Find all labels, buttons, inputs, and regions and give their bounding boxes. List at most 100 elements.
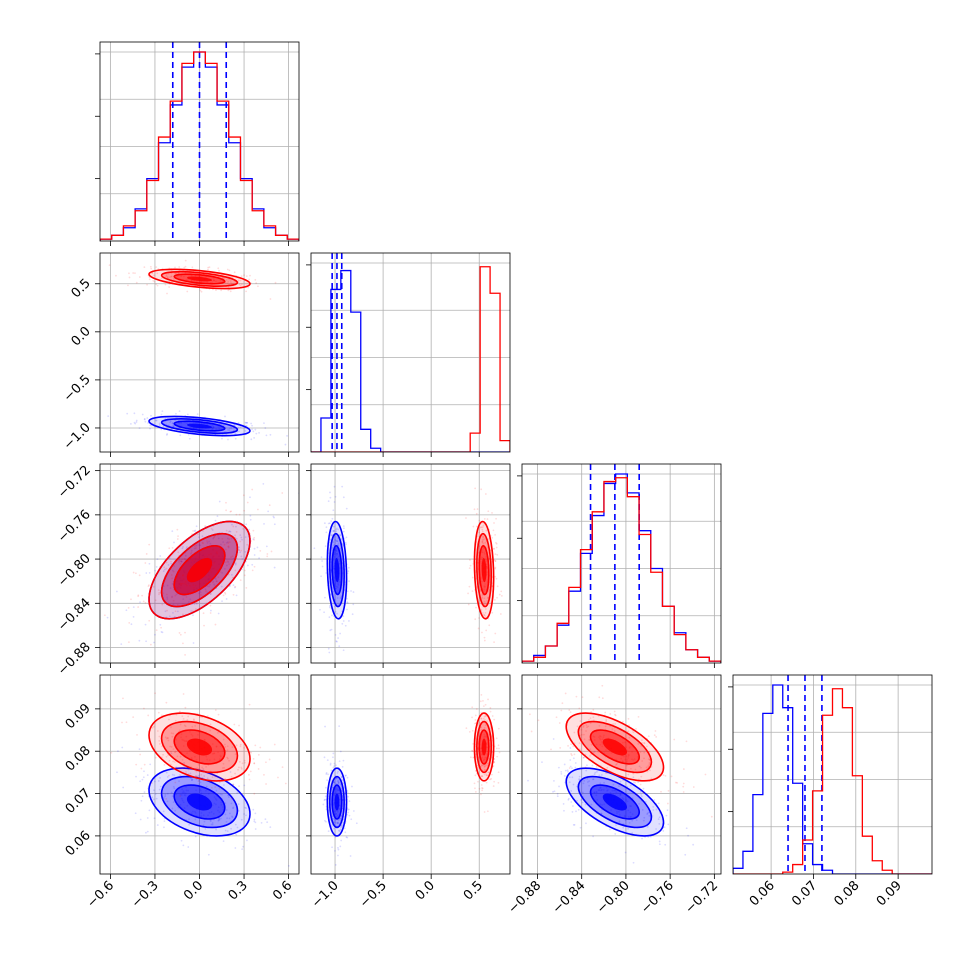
scatter-point (555, 716, 558, 719)
scatter-point (333, 543, 336, 546)
scatter-point (474, 618, 477, 621)
scatter-point (481, 541, 484, 544)
scatter-point (170, 560, 172, 563)
scatter-point (334, 821, 337, 824)
scatter-point (215, 828, 217, 831)
scatter-point (327, 647, 330, 650)
scatter-point (148, 619, 151, 622)
scatter-point (225, 279, 228, 281)
scatter-point (205, 590, 207, 593)
scatter-point (347, 808, 350, 811)
scatter-point (483, 811, 486, 813)
scatter-point (174, 719, 177, 722)
scatter-point (588, 738, 591, 741)
scatter-point (192, 614, 194, 617)
scatter-point (494, 632, 497, 635)
scatter-point (260, 821, 263, 824)
scatter-point (487, 771, 490, 774)
scatter-point (148, 571, 151, 574)
scatter-point (145, 831, 147, 834)
scatter-point (143, 266, 146, 269)
scatter-point (189, 772, 192, 775)
scatter-point (273, 566, 276, 569)
scatter-point (474, 714, 477, 717)
scatter-point (474, 722, 476, 725)
scatter-point (491, 536, 494, 539)
scatter-point (165, 616, 168, 619)
scatter-point (481, 530, 484, 533)
scatter-point (145, 572, 148, 574)
scatter-point (127, 284, 129, 287)
scatter-point (332, 590, 335, 593)
scatter-point (160, 714, 163, 717)
scatter-point (281, 766, 284, 769)
scatter-point (643, 742, 646, 745)
scatter-point (195, 770, 198, 773)
scatter-point (202, 530, 204, 532)
scatter-point (134, 422, 137, 425)
scatter-point (655, 808, 658, 811)
scatter-point (186, 413, 189, 416)
scatter-point (172, 785, 175, 788)
scatter-point (155, 629, 158, 632)
scatter-point (632, 776, 635, 779)
scatter-point (337, 846, 339, 849)
scatter-point (345, 836, 348, 838)
scatter-point (223, 543, 226, 546)
scatter-point (154, 419, 157, 422)
scatter-point (588, 784, 591, 787)
scatter-point (234, 847, 237, 849)
scatter-point (273, 523, 276, 526)
scatter-point (500, 590, 503, 593)
scatter-point (642, 787, 645, 790)
scatter-point (339, 632, 342, 635)
scatter-point (618, 785, 620, 788)
scatter-point (351, 785, 353, 788)
scatter-point (231, 815, 233, 818)
scatter-point (471, 750, 474, 752)
scatter-point (249, 518, 252, 521)
scatter-point (337, 781, 340, 784)
scatter-point (340, 775, 343, 778)
scatter-point (183, 724, 186, 727)
scatter-point (492, 785, 495, 787)
scatter-point (221, 767, 224, 769)
scatter-point (571, 767, 573, 770)
scatter-point (344, 831, 347, 834)
contour-line (476, 720, 493, 774)
scatter-point (194, 529, 197, 532)
scatter-point (578, 775, 581, 778)
scatter-point (336, 597, 339, 599)
scatter-point (184, 725, 187, 728)
scatter-point (258, 431, 260, 434)
scatter-point (162, 796, 165, 799)
scatter-point (578, 778, 581, 780)
scatter-point (191, 725, 194, 728)
scatter-point (226, 282, 229, 285)
scatter-point (478, 519, 481, 522)
scatter-point (469, 564, 472, 567)
scatter-point (337, 782, 340, 784)
scatter-point (475, 708, 478, 710)
scatter-point (348, 814, 351, 817)
scatter-point (624, 851, 627, 854)
scatter-point (231, 797, 233, 800)
scatter-point (182, 693, 185, 695)
scatter-point (145, 640, 147, 643)
scatter-point (148, 276, 151, 279)
scatter-point (232, 584, 235, 587)
y-tick-label: −1.0 (61, 420, 94, 453)
scatter-point (230, 537, 233, 540)
scatter-point (221, 276, 224, 279)
scatter-point (253, 792, 256, 795)
scatter-point (479, 590, 482, 593)
scatter-point (214, 519, 217, 522)
scatter-point (482, 535, 485, 538)
scatter-point (325, 526, 328, 529)
scatter-point (149, 763, 152, 766)
scatter-point (192, 530, 194, 532)
x-tick-label: −0.5 (357, 878, 390, 911)
y-tick-label: −0.80 (55, 551, 94, 590)
scatter-point (191, 778, 194, 781)
scatter-point (182, 844, 185, 847)
